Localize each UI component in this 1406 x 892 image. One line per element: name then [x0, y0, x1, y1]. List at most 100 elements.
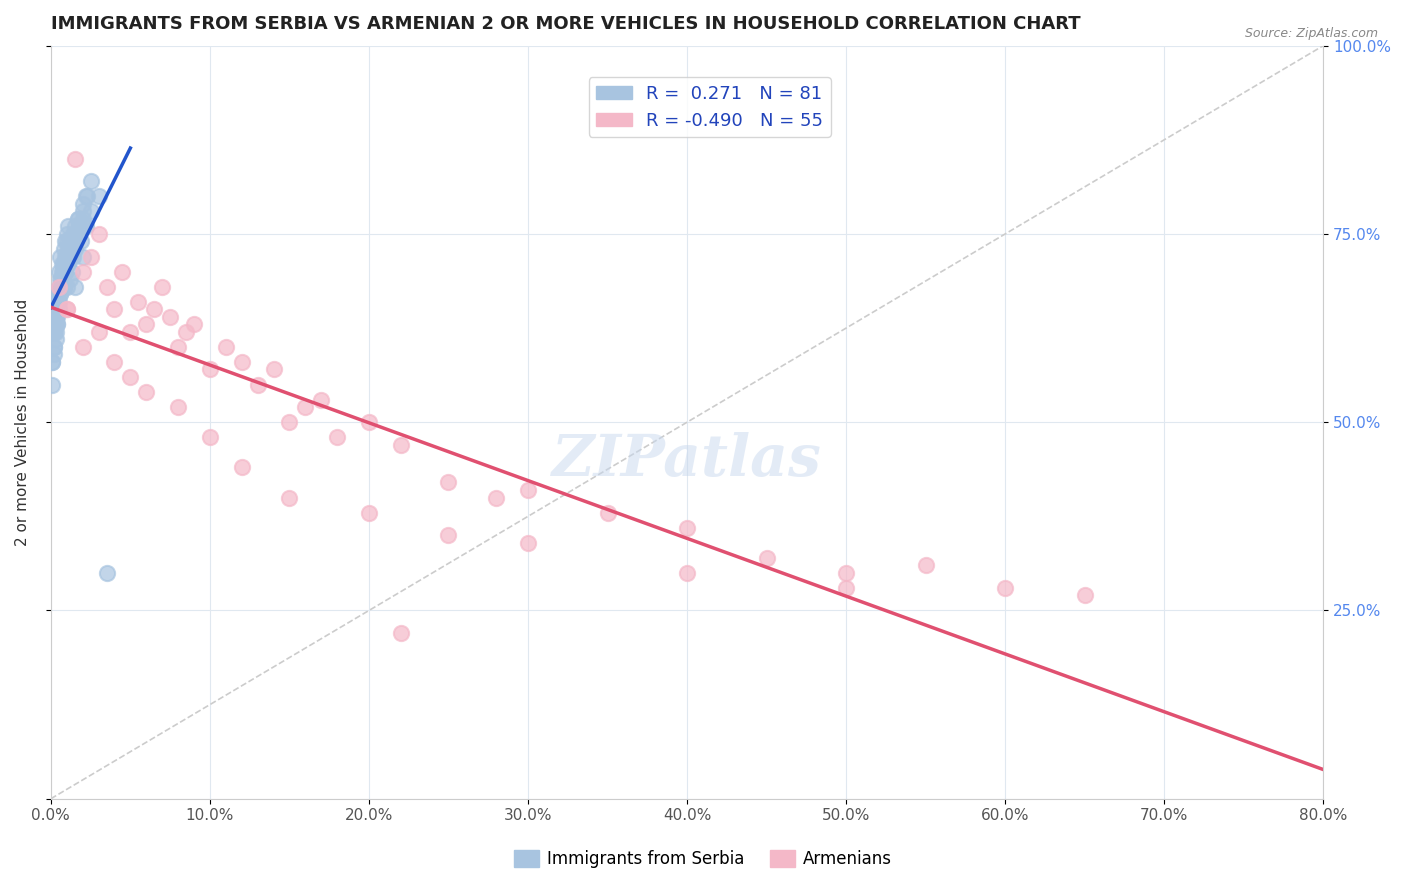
Point — [60, 235, 83, 249]
Text: IMMIGRANTS FROM SERBIA VS ARMENIAN 2 OR MORE VEHICLES IN HOUSEHOLD CORRELATION C: IMMIGRANTS FROM SERBIA VS ARMENIAN 2 OR … — [51, 15, 1080, 33]
Point — [55, 235, 77, 249]
Point — [676, 521, 699, 535]
Point — [70, 235, 93, 249]
Point — [835, 566, 858, 580]
Point — [60, 242, 83, 256]
Point — [55, 250, 77, 264]
Point — [66, 211, 89, 226]
Point — [48, 294, 70, 309]
Point — [51, 264, 73, 278]
Point — [79, 250, 101, 264]
Point — [72, 204, 94, 219]
Point — [167, 340, 190, 354]
Point — [278, 415, 301, 429]
Point — [103, 355, 125, 369]
Point — [42, 325, 65, 339]
Point — [63, 152, 86, 166]
Point — [517, 535, 540, 549]
Point — [676, 566, 699, 580]
Point — [198, 362, 221, 376]
Point — [52, 279, 75, 293]
Point — [49, 287, 72, 301]
Point — [278, 491, 301, 505]
Point — [53, 264, 76, 278]
Point — [41, 355, 63, 369]
Point — [58, 242, 80, 256]
Point — [66, 211, 89, 226]
Point — [87, 325, 110, 339]
Point — [62, 250, 84, 264]
Point — [231, 460, 253, 475]
Point — [755, 550, 778, 565]
Point — [75, 219, 97, 234]
Point — [42, 340, 65, 354]
Point — [42, 340, 65, 354]
Point — [63, 242, 86, 256]
Point — [159, 310, 181, 324]
Point — [127, 294, 149, 309]
Point — [79, 174, 101, 188]
Point — [96, 566, 118, 580]
Point — [55, 250, 77, 264]
Point — [48, 302, 70, 317]
Point — [53, 264, 76, 278]
Point — [914, 558, 936, 573]
Point — [174, 325, 197, 339]
Point — [69, 219, 91, 234]
Point — [231, 355, 253, 369]
Point — [835, 581, 858, 595]
Point — [1073, 589, 1095, 603]
Point — [52, 279, 75, 293]
Point — [135, 318, 157, 332]
Point — [389, 626, 412, 640]
Point — [246, 377, 269, 392]
Point — [87, 189, 110, 203]
Point — [143, 302, 166, 317]
Point — [215, 340, 238, 354]
Point — [55, 302, 77, 317]
Point — [150, 279, 173, 293]
Point — [45, 325, 67, 339]
Legend: R =  0.271   N = 81, R = -0.490   N = 55: R = 0.271 N = 81, R = -0.490 N = 55 — [589, 78, 831, 136]
Point — [58, 219, 80, 234]
Point — [72, 211, 94, 226]
Point — [198, 430, 221, 444]
Point — [120, 325, 142, 339]
Point — [326, 430, 349, 444]
Point — [87, 227, 110, 241]
Point — [994, 581, 1017, 595]
Point — [72, 219, 94, 234]
Point — [65, 235, 87, 249]
Point — [596, 506, 619, 520]
Point — [72, 264, 94, 278]
Point — [52, 257, 75, 271]
Point — [51, 257, 73, 271]
Point — [48, 264, 70, 278]
Point — [96, 279, 118, 293]
Point — [49, 272, 72, 286]
Point — [63, 219, 86, 234]
Point — [49, 279, 72, 293]
Point — [437, 475, 460, 490]
Point — [60, 264, 83, 278]
Point — [72, 250, 94, 264]
Point — [263, 362, 285, 376]
Point — [41, 355, 63, 369]
Point — [41, 377, 63, 392]
Point — [45, 332, 67, 346]
Legend: Immigrants from Serbia, Armenians: Immigrants from Serbia, Armenians — [508, 843, 898, 875]
Text: ZIPatlas: ZIPatlas — [553, 432, 823, 488]
Point — [72, 196, 94, 211]
Point — [46, 318, 69, 332]
Point — [76, 189, 98, 203]
Point — [48, 279, 70, 293]
Point — [309, 392, 332, 407]
Point — [49, 287, 72, 301]
Point — [46, 310, 69, 324]
Point — [53, 235, 76, 249]
Point — [45, 318, 67, 332]
Point — [294, 400, 316, 414]
Point — [63, 227, 86, 241]
Point — [46, 287, 69, 301]
Point — [55, 227, 77, 241]
